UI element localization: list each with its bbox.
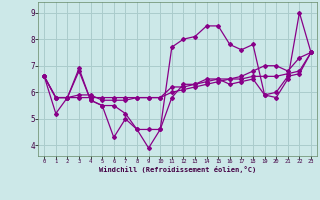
X-axis label: Windchill (Refroidissement éolien,°C): Windchill (Refroidissement éolien,°C) [99,166,256,173]
